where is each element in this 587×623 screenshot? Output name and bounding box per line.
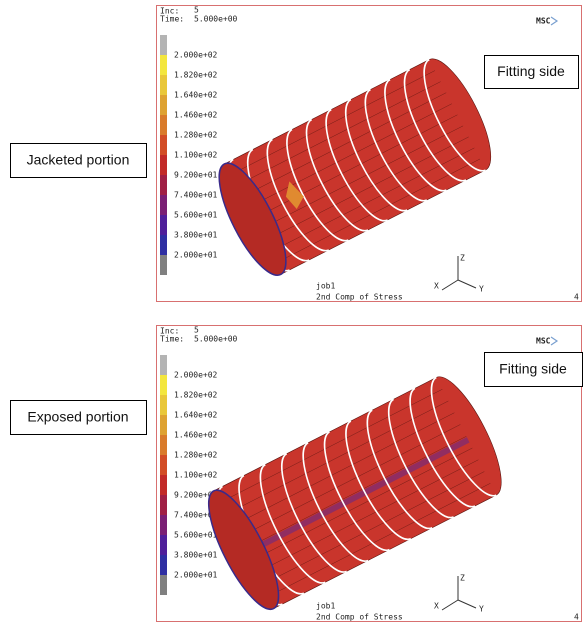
colorbar-segment	[160, 355, 167, 375]
colorbar-segment	[160, 235, 167, 255]
legend-label: 1.640e+02	[174, 91, 218, 100]
inc-value: 5	[194, 6, 199, 15]
colorbar-segment	[160, 575, 167, 595]
colorbar-segment	[160, 35, 167, 55]
colorbar-segment	[160, 175, 167, 195]
legend-label: 5.600e+01	[174, 531, 218, 540]
axis-label: Z	[460, 254, 465, 263]
colorbar-segment	[160, 515, 167, 535]
colorbar-segment	[160, 55, 167, 75]
result-name: 2nd Comp of Stress	[316, 613, 403, 622]
legend-label: 1.460e+02	[174, 111, 218, 120]
colorbar-segment	[160, 375, 167, 395]
callout-text: Exposed portion	[27, 409, 128, 425]
logo: MSC	[536, 337, 551, 346]
colorbar-segment	[160, 115, 167, 135]
result-name: 2nd Comp of Stress	[316, 293, 403, 302]
legend-label: 1.280e+02	[174, 451, 218, 460]
colorbar-segment	[160, 95, 167, 115]
time-label: Time:	[160, 335, 184, 344]
colorbar-segment	[160, 255, 167, 275]
legend-label: 1.640e+02	[174, 411, 218, 420]
colorbar-segment	[160, 215, 167, 235]
colorbar-segment	[160, 195, 167, 215]
legend-label: 7.400e+01	[174, 191, 218, 200]
colorbar-segment	[160, 415, 167, 435]
legend-label: 3.800e+01	[174, 231, 218, 240]
legend-label: 2.000e+02	[174, 51, 218, 60]
job-name: job1	[316, 282, 335, 291]
logo: MSC	[536, 17, 551, 26]
time-value: 5.000e+00	[194, 335, 238, 344]
colorbar-segment	[160, 155, 167, 175]
time-label: Time:	[160, 15, 184, 24]
colorbar-segment	[160, 395, 167, 415]
colorbar-segment	[160, 455, 167, 475]
axis-label: Y	[479, 605, 484, 614]
axis-label: Y	[479, 285, 484, 294]
colorbar-segment	[160, 135, 167, 155]
legend-label: 3.800e+01	[174, 551, 218, 560]
legend-label: 1.100e+02	[174, 151, 218, 160]
window-number: 4	[574, 293, 579, 302]
legend-label: 1.820e+02	[174, 71, 218, 80]
figure: Inc:5Time:5.000e+00MSC2.000e+021.820e+02…	[0, 0, 587, 623]
legend-label: 1.460e+02	[174, 431, 218, 440]
colorbar-segment	[160, 535, 167, 555]
axis-label: X	[434, 282, 439, 291]
job-name: job1	[316, 602, 335, 611]
colorbar-segment	[160, 475, 167, 495]
legend-label: 9.200e+01	[174, 171, 218, 180]
legend-label: 2.000e+02	[174, 371, 218, 380]
axis-label: Z	[460, 574, 465, 583]
axis-label: X	[434, 602, 439, 611]
window-number: 4	[574, 613, 579, 622]
legend-label: 1.100e+02	[174, 471, 218, 480]
colorbar-segment	[160, 555, 167, 575]
legend-label: 2.000e+01	[174, 251, 218, 260]
colorbar-segment	[160, 75, 167, 95]
legend-label: 1.820e+02	[174, 391, 218, 400]
side-label: Fitting side	[499, 361, 567, 377]
time-value: 5.000e+00	[194, 15, 238, 24]
side-label: Fitting side	[497, 63, 565, 79]
legend-label: 1.280e+02	[174, 131, 218, 140]
legend-label: 5.600e+01	[174, 211, 218, 220]
legend-label: 2.000e+01	[174, 571, 218, 580]
callout-text: Jacketed portion	[27, 152, 130, 168]
inc-value: 5	[194, 326, 199, 335]
colorbar-segment	[160, 435, 167, 455]
colorbar-segment	[160, 495, 167, 515]
